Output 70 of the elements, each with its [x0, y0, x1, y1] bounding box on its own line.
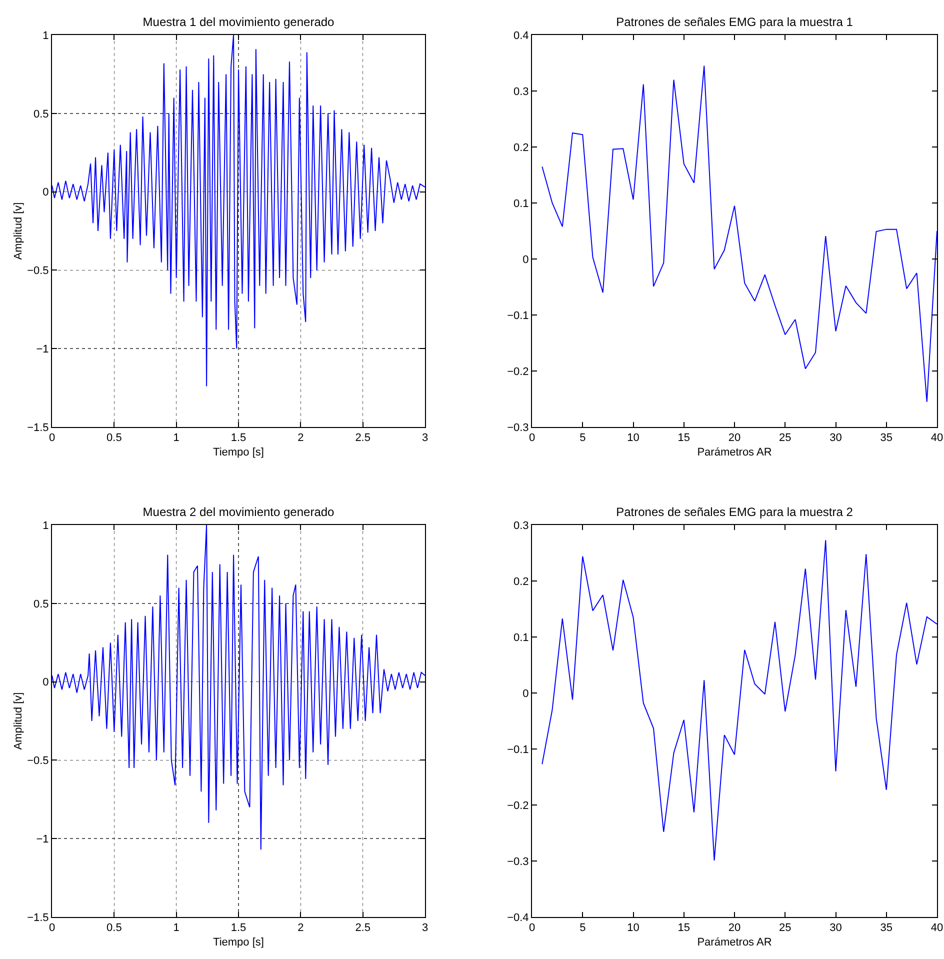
x-tick-label: 5 — [580, 432, 586, 444]
x-tick-label: 0.5 — [106, 922, 122, 934]
x-tick-label: 3 — [422, 922, 428, 934]
x-tick-label: 25 — [779, 432, 792, 444]
y-tick-label: −0.3 — [507, 856, 529, 868]
y-tick-label: 0.3 — [514, 520, 529, 532]
y-tick-label: −1.5 — [27, 422, 49, 434]
x-axis-title: Tiempo [s] — [213, 446, 264, 458]
x-axis-title: Parámetros AR — [697, 936, 772, 948]
y-tick-label: 0.1 — [514, 198, 529, 210]
y-tick-label: −1.5 — [27, 912, 49, 924]
x-axis-title: Parámetros AR — [697, 446, 772, 458]
x-tick-label: 40 — [930, 432, 944, 444]
x-tick-label: 30 — [830, 432, 842, 444]
x-tick-label: 1.5 — [230, 432, 246, 444]
x-tick-label: 2 — [298, 432, 304, 444]
y-axis-title: Amplitud [v] — [12, 202, 25, 260]
chart-title: Muestra 1 del movimiento generado — [142, 15, 335, 29]
x-tick-label: 1 — [173, 922, 180, 934]
x-tick-label: 10 — [627, 922, 640, 934]
y-tick-label: 0 — [42, 186, 49, 199]
x-tick-label: 1.5 — [230, 922, 246, 934]
x-tick-label: 35 — [880, 432, 893, 444]
y-tick-label: 1 — [42, 30, 49, 42]
y-tick-label: 0.5 — [34, 598, 49, 610]
line-series — [542, 540, 937, 861]
chart-title: Patrones de señales EMG para la muestra 2 — [616, 505, 854, 519]
y-tick-label: 0 — [522, 254, 529, 266]
y-axis-title: Amplitud [v] — [12, 692, 25, 750]
x-tick-label: 2 — [298, 922, 304, 934]
x-tick-label: 20 — [728, 922, 741, 934]
x-tick-label: 20 — [728, 432, 741, 444]
x-tick-label: 5 — [580, 922, 586, 934]
x-tick-label: 0.5 — [106, 432, 122, 444]
y-tick-label: −1 — [36, 343, 49, 356]
x-tick-label: 25 — [779, 922, 792, 934]
y-tick-label: −0.4 — [507, 912, 529, 924]
y-tick-label: −0.2 — [507, 800, 529, 812]
x-tick-label: 15 — [678, 432, 690, 444]
line-series — [52, 525, 425, 850]
y-tick-label: −0.5 — [27, 265, 49, 278]
x-tick-label: 30 — [830, 922, 842, 934]
x-axis-title: Tiempo [s] — [213, 936, 264, 948]
y-tick-label: −0.5 — [27, 755, 49, 768]
x-tick-label: 3 — [422, 432, 428, 444]
y-tick-label: −0.1 — [507, 310, 529, 322]
x-tick-label: 35 — [880, 922, 893, 934]
y-tick-label: −0.1 — [507, 744, 529, 756]
x-tick-label: 2.5 — [355, 432, 370, 444]
chart-title: Muestra 2 del movimiento generado — [142, 505, 335, 519]
y-tick-label: 0 — [522, 688, 529, 700]
x-tick-label: 1 — [173, 432, 180, 444]
y-tick-label: −1 — [36, 833, 49, 846]
y-tick-label: −0.2 — [507, 366, 529, 378]
x-tick-label: 10 — [627, 432, 640, 444]
y-tick-label: −0.3 — [507, 422, 529, 434]
chart-title: Patrones de señales EMG para la muestra 1 — [616, 15, 854, 29]
x-tick-label: 15 — [678, 922, 690, 934]
x-tick-label: 2.5 — [355, 922, 370, 934]
line-series — [52, 35, 425, 387]
y-tick-label: 0.1 — [514, 632, 529, 644]
y-tick-label: 1 — [42, 520, 49, 532]
y-tick-label: 0.3 — [514, 86, 529, 98]
y-tick-label: 0.2 — [514, 576, 529, 588]
y-tick-label: 0 — [42, 676, 49, 689]
y-tick-label: 0.2 — [514, 142, 529, 154]
x-tick-label: 40 — [930, 922, 944, 934]
line-series — [542, 65, 937, 402]
y-tick-label: 0.4 — [514, 30, 529, 42]
y-tick-label: 0.5 — [34, 108, 49, 120]
